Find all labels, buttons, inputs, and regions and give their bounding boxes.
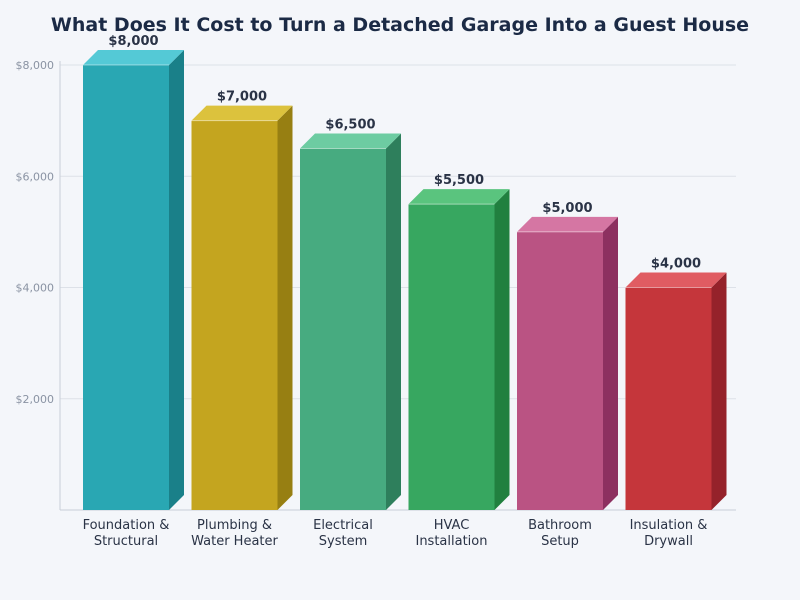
x-tick-label: Bathroom bbox=[528, 518, 592, 533]
x-tick-label: Water Heater bbox=[191, 534, 278, 549]
x-tick-label: Insulation & bbox=[630, 518, 708, 533]
y-tick-label: $4,000 bbox=[16, 282, 55, 295]
x-tick-label: Installation bbox=[415, 534, 487, 549]
bar-side-face bbox=[277, 105, 293, 510]
bar bbox=[625, 287, 712, 510]
x-tick-label: Foundation & bbox=[83, 518, 170, 533]
bar-group bbox=[300, 133, 401, 510]
bar bbox=[517, 231, 603, 510]
bar-side-face bbox=[711, 272, 727, 510]
data-label: $7,000 bbox=[217, 90, 267, 105]
bar bbox=[300, 148, 386, 510]
bar-side-face bbox=[386, 133, 401, 510]
bar-side-face bbox=[169, 50, 184, 510]
bar-top-face bbox=[625, 272, 727, 288]
bar bbox=[191, 120, 278, 510]
data-label: $6,500 bbox=[325, 117, 375, 132]
data-label: $5,500 bbox=[434, 173, 484, 188]
x-tick-label: Setup bbox=[541, 534, 579, 549]
bar bbox=[408, 204, 495, 510]
data-label: $8,000 bbox=[108, 34, 158, 49]
bar-group bbox=[517, 216, 618, 510]
bar-group bbox=[408, 189, 510, 510]
bar-group bbox=[191, 105, 293, 510]
x-tick-label: Electrical bbox=[313, 518, 373, 533]
x-tick-label: System bbox=[319, 534, 367, 549]
x-tick-label: HVAC bbox=[434, 518, 470, 533]
bar-group bbox=[625, 272, 727, 510]
bar-side-face bbox=[603, 216, 618, 510]
bar-top-face bbox=[83, 50, 184, 65]
bar-top-face bbox=[191, 105, 293, 121]
chart-title: What Does It Cost to Turn a Detached Gar… bbox=[50, 14, 750, 36]
y-tick-label: $6,000 bbox=[16, 170, 55, 183]
bar-group bbox=[83, 50, 184, 510]
bar-top-face bbox=[517, 216, 618, 232]
data-label: $4,000 bbox=[651, 257, 701, 272]
x-tick-label: Drywall bbox=[644, 534, 693, 549]
bar-top-face bbox=[300, 133, 401, 149]
x-tick-label: Plumbing & bbox=[197, 518, 272, 533]
x-tick-label: Structural bbox=[94, 534, 158, 549]
y-tick-label: $8,000 bbox=[16, 59, 55, 72]
y-tick-label: $2,000 bbox=[16, 393, 55, 406]
bar bbox=[83, 65, 169, 510]
data-label: $5,000 bbox=[542, 201, 592, 216]
bar-top-face bbox=[408, 189, 510, 205]
bar-side-face bbox=[494, 189, 510, 510]
